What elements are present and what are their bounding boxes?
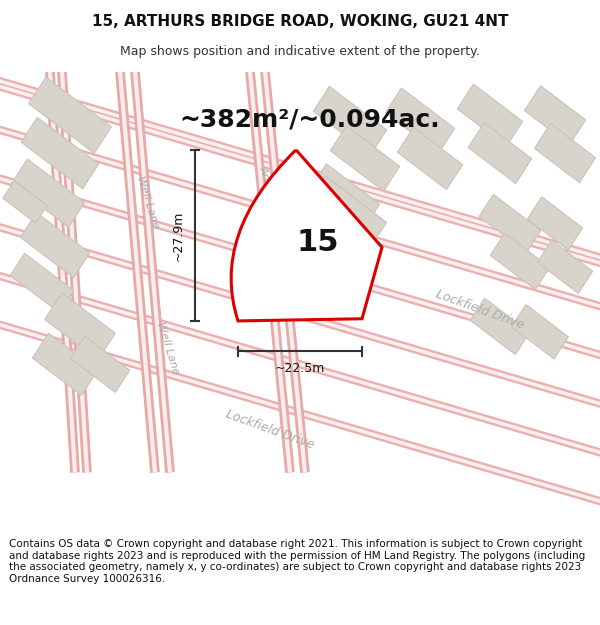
Polygon shape xyxy=(479,194,541,252)
Polygon shape xyxy=(457,84,523,146)
Text: ~22.5m: ~22.5m xyxy=(275,362,325,375)
Polygon shape xyxy=(32,333,98,395)
Text: 15: 15 xyxy=(297,229,339,258)
Text: Arthur's Bridge Road: Arthur's Bridge Road xyxy=(257,165,299,271)
Polygon shape xyxy=(70,336,130,392)
Text: Lockfield Drive: Lockfield Drive xyxy=(434,288,526,332)
Polygon shape xyxy=(293,176,386,271)
Text: Lockfield Drive: Lockfield Drive xyxy=(224,407,316,451)
Polygon shape xyxy=(468,122,532,184)
Polygon shape xyxy=(313,86,387,155)
Text: Map shows position and indicative extent of the property.: Map shows position and indicative extent… xyxy=(120,44,480,58)
PathPatch shape xyxy=(231,150,382,321)
Polygon shape xyxy=(397,127,463,189)
Polygon shape xyxy=(470,298,530,354)
Polygon shape xyxy=(10,253,74,312)
Polygon shape xyxy=(21,118,99,189)
Polygon shape xyxy=(490,233,550,289)
Polygon shape xyxy=(331,126,400,191)
Polygon shape xyxy=(385,88,455,153)
Polygon shape xyxy=(20,213,89,278)
Text: ~382m²/~0.094ac.: ~382m²/~0.094ac. xyxy=(179,107,440,131)
Polygon shape xyxy=(512,304,568,359)
Polygon shape xyxy=(11,159,85,228)
Polygon shape xyxy=(524,86,586,144)
Polygon shape xyxy=(538,240,593,293)
Polygon shape xyxy=(3,181,47,223)
Text: Well Lane: Well Lane xyxy=(155,321,181,376)
Polygon shape xyxy=(45,293,115,360)
Polygon shape xyxy=(29,77,112,153)
Text: Contains OS data © Crown copyright and database right 2021. This information is : Contains OS data © Crown copyright and d… xyxy=(9,539,585,584)
Text: ~27.9m: ~27.9m xyxy=(172,210,185,261)
Polygon shape xyxy=(527,197,583,250)
Polygon shape xyxy=(310,164,380,229)
Text: Well Lane: Well Lane xyxy=(135,174,161,229)
Text: 15, ARTHURS BRIDGE ROAD, WOKING, GU21 4NT: 15, ARTHURS BRIDGE ROAD, WOKING, GU21 4N… xyxy=(92,14,508,29)
Polygon shape xyxy=(535,124,596,182)
